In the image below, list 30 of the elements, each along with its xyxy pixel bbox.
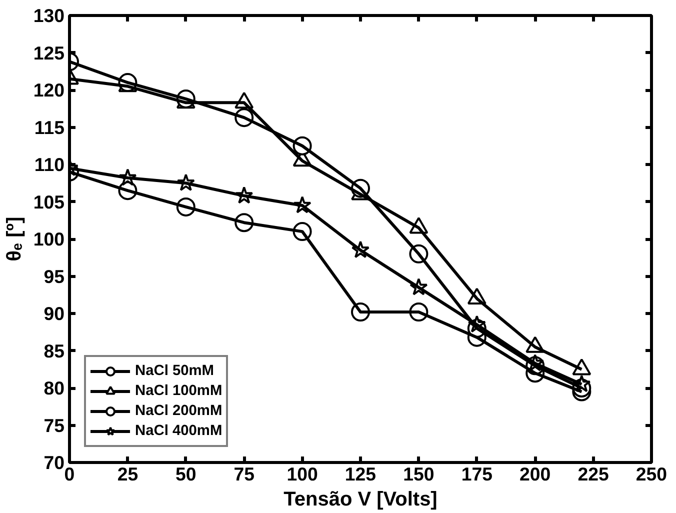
y-tick-label: 80	[44, 378, 65, 398]
y-tick-label: 125	[33, 42, 65, 64]
y-axis-title: θₑ [º]	[3, 216, 26, 262]
y-tick-label: 100	[33, 228, 65, 250]
x-tick-label: 150	[403, 464, 434, 484]
legend-label: NaCl 200mM	[135, 403, 222, 419]
x-tick-label: 25	[117, 464, 138, 484]
y-tick-label: 85	[44, 340, 65, 362]
x-tick-label: 125	[344, 464, 376, 484]
x-axis-title: Tensão V [Volts]	[284, 488, 438, 510]
y-tick-label: 115	[34, 116, 65, 138]
y-tick-label: 130	[33, 5, 65, 26]
y-tick-label: 105	[33, 191, 65, 212]
x-tick-label: 175	[461, 464, 492, 484]
legend-label: NaCl 400mM	[135, 423, 222, 439]
y-tick-label: 90	[44, 303, 65, 324]
legend-label: NaCl 100mM	[135, 383, 222, 399]
x-tick-label: 250	[636, 464, 668, 484]
x-tick-label: 0	[64, 464, 75, 484]
y-tick-label: 95	[44, 266, 65, 287]
x-tick-label: 100	[286, 464, 318, 484]
y-tick-label: 70	[44, 452, 65, 473]
legend-label: NaCl 50mM	[135, 363, 214, 379]
y-tick-label: 120	[33, 80, 65, 100]
x-tick-label: 225	[578, 464, 609, 484]
y-tick-label: 75	[44, 414, 65, 436]
x-tick-label: 75	[234, 464, 254, 484]
y-tick-label: 110	[34, 154, 65, 175]
x-tick-label: 200	[520, 464, 551, 484]
x-tick-label: 50	[176, 464, 196, 484]
